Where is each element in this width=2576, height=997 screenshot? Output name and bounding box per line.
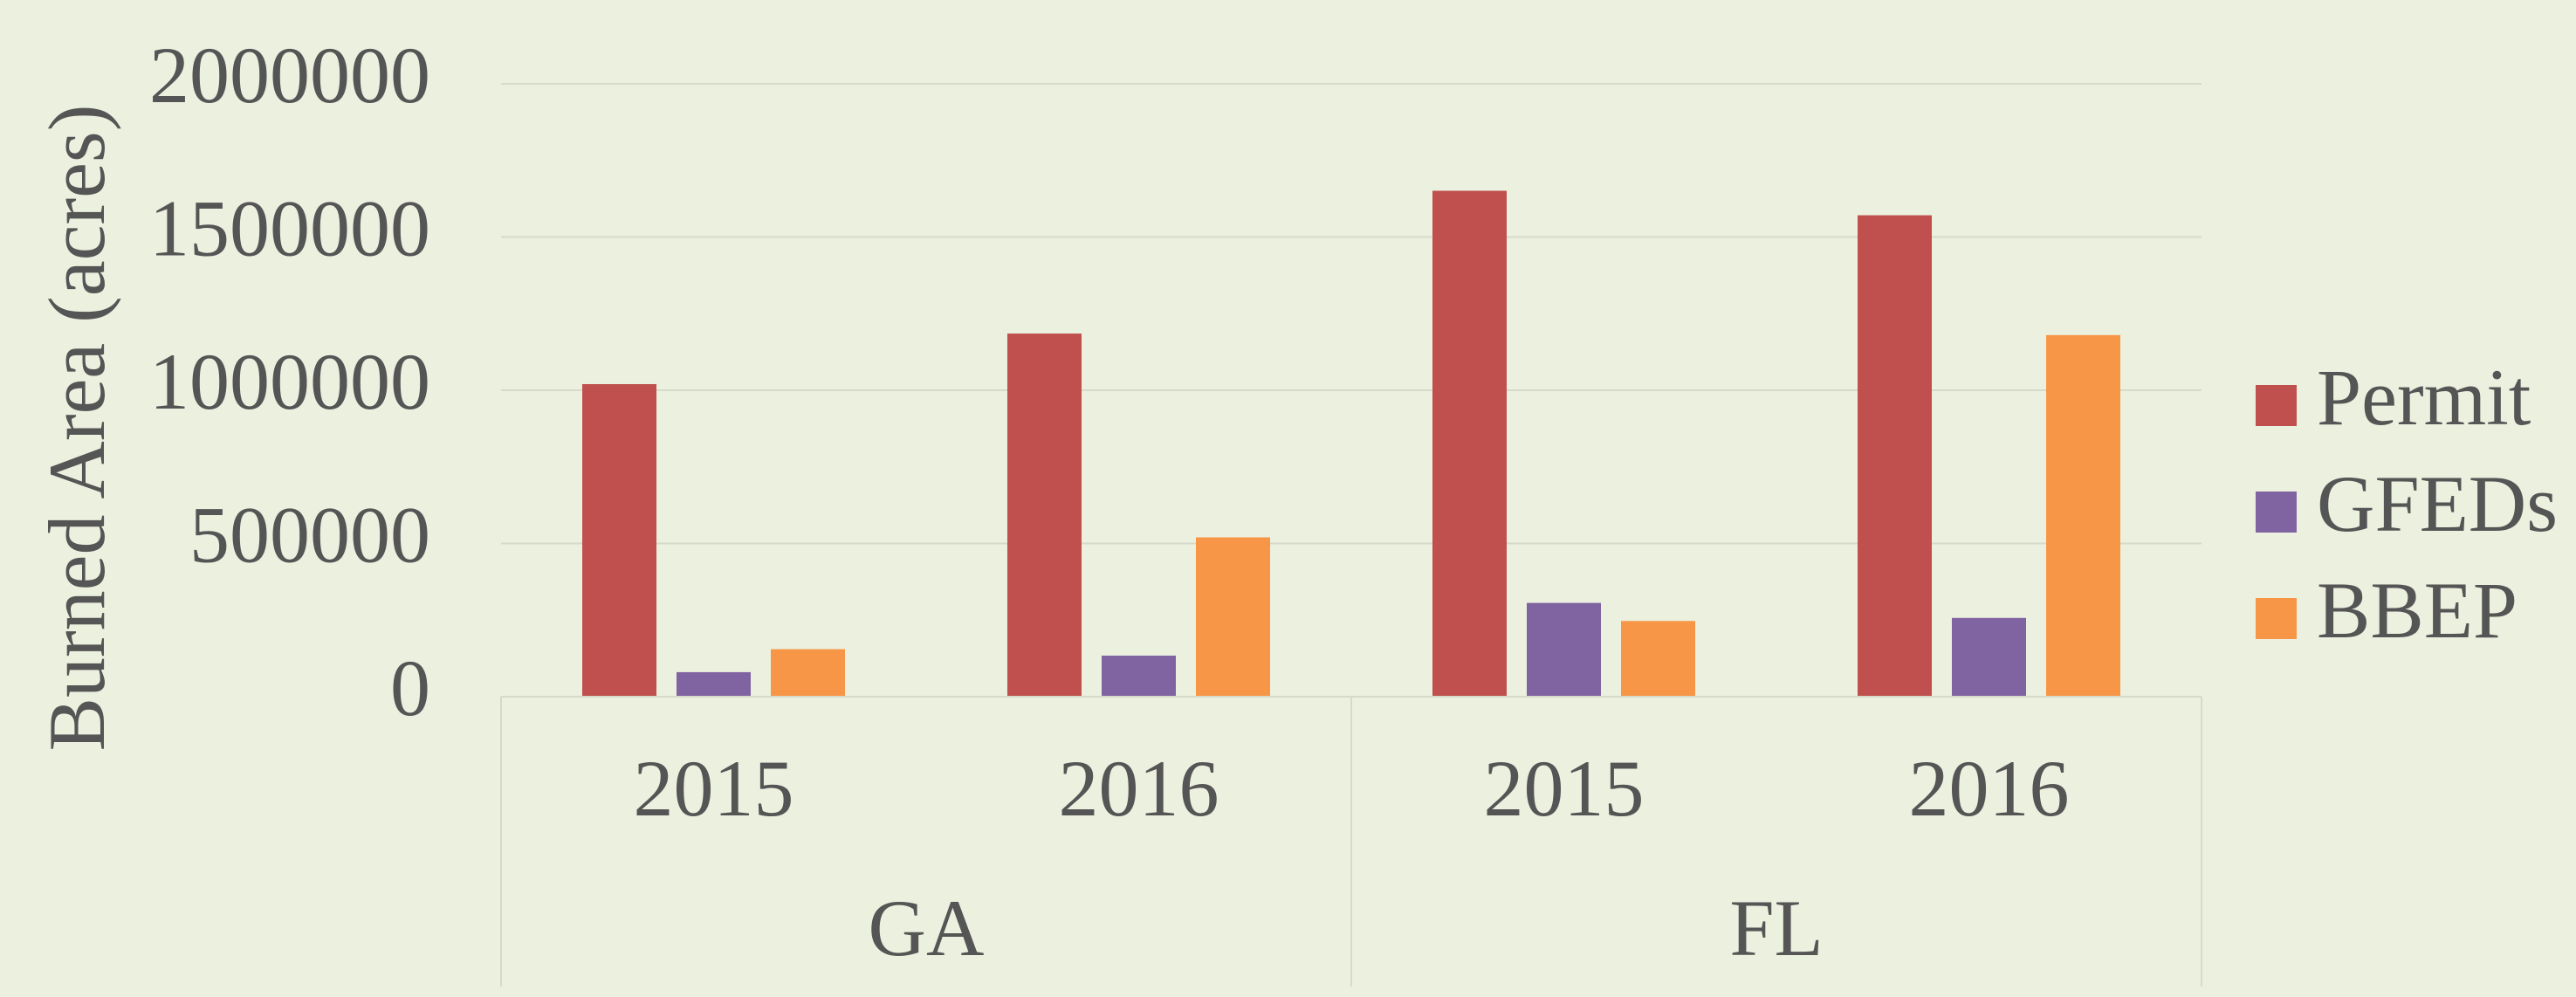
bar bbox=[1621, 621, 1695, 697]
x-tick-label: 2015 bbox=[1484, 744, 1645, 833]
y-tick-label: 0 bbox=[390, 643, 430, 732]
bar bbox=[771, 649, 845, 697]
legend-label: BBEP bbox=[2317, 566, 2518, 655]
bar bbox=[1527, 602, 1601, 697]
bar bbox=[1432, 190, 1507, 697]
group-label: GA bbox=[869, 884, 985, 973]
bar bbox=[582, 383, 656, 697]
legend-label: GFEDs bbox=[2317, 459, 2558, 548]
y-tick-label: 1000000 bbox=[149, 337, 430, 426]
bar bbox=[1196, 537, 1270, 697]
group-label: FL bbox=[1729, 884, 1823, 973]
legend-label: Permit bbox=[2317, 353, 2531, 442]
y-tick-label: 1500000 bbox=[149, 184, 430, 273]
y-axis-label: Burned Area (acres) bbox=[32, 105, 121, 752]
y-tick-label: 500000 bbox=[189, 491, 430, 580]
bar bbox=[1007, 333, 1082, 697]
x-tick-label: 2016 bbox=[1909, 744, 2070, 833]
y-tick-label: 2000000 bbox=[149, 31, 430, 120]
bar bbox=[2046, 334, 2120, 697]
bar bbox=[1102, 655, 1176, 697]
legend-swatch bbox=[2256, 598, 2297, 639]
bar bbox=[677, 671, 751, 697]
x-tick-label: 2016 bbox=[1059, 744, 1219, 833]
bar bbox=[1952, 617, 2026, 697]
x-tick-label: 2015 bbox=[634, 744, 794, 833]
bar bbox=[1858, 215, 1932, 698]
legend-swatch bbox=[2256, 385, 2297, 426]
legend-swatch bbox=[2256, 492, 2297, 533]
